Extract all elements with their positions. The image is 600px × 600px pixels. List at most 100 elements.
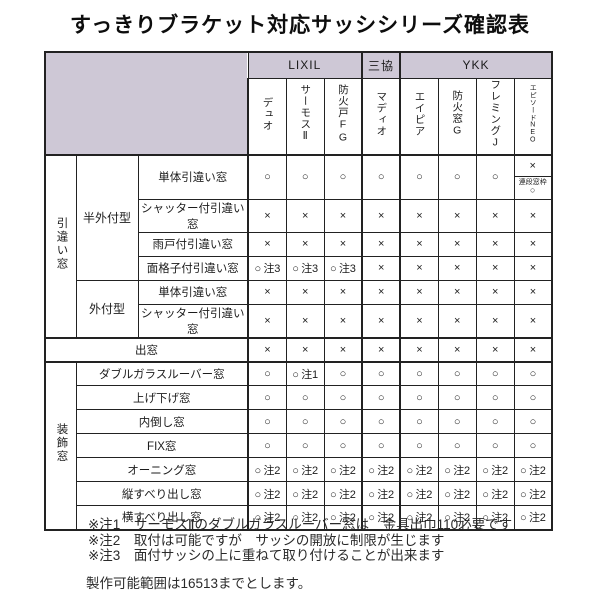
result-cell: × (361, 231, 401, 257)
row-label: オーニング窓 (75, 457, 249, 482)
table-row: 横すべり出し窓 ○ 注2 ○ 注2 ○ 注2 ○ 注2 ○ 注2 ○ 注2 ○ … (45, 505, 553, 530)
result-cell: ○ (247, 154, 287, 200)
result-cell: ○ (361, 360, 401, 386)
result-cell: ○ (361, 385, 401, 410)
series-madio: マディオ (361, 77, 401, 156)
result-cell: × (285, 198, 325, 233)
result-cell: × (361, 279, 401, 305)
result-cell: × (323, 231, 363, 257)
row-label-demado: 出窓 (44, 336, 249, 362)
result-cell: × (513, 255, 553, 281)
result-cell: ○ (399, 154, 439, 200)
result-cell: ○ (513, 385, 553, 410)
row-label: 内倒し窓 (75, 409, 249, 434)
result-cell: ○ 注2 (513, 457, 553, 482)
result-cell: ○ (285, 385, 325, 410)
result-cell: ○ 注2 (475, 505, 515, 530)
result-cell: ○ (399, 409, 439, 434)
series-duo: デュオ (247, 77, 287, 156)
result-cell: ○ 注2 (437, 481, 477, 506)
result-cell: ○ (513, 360, 553, 386)
result-cell: ○ (399, 360, 439, 386)
result-cell: × (323, 198, 363, 233)
result-cell: × (399, 231, 439, 257)
row-label: 単体引違い窓 (137, 154, 249, 200)
table-row: 内倒し窓 ○ ○ ○ ○ ○ ○ ○ ○ (45, 409, 553, 434)
result-cell: ○ (437, 385, 477, 410)
result-cell: ○ (361, 409, 401, 434)
result-cell: ○ (475, 360, 515, 386)
result-cell: × (247, 231, 287, 257)
series-header-row: デュオ サーモスⅡ 防火戸FG マディオ エイピア 防火窓G フレミングJ エピ… (45, 77, 553, 156)
result-cell: ○ 注2 (361, 457, 401, 482)
footnotes: ※注1 サーモスⅡのダブルガラスルーバー窓は 金具出巾110必要です ※注2 取付… (88, 517, 512, 564)
result-cell: ○ 注2 (513, 481, 553, 506)
result-cell: ○ (437, 360, 477, 386)
result-cell: ○ (323, 154, 363, 200)
result-cell: ○ (437, 154, 477, 200)
result-cell: ○ (513, 433, 553, 458)
row-label: FIX窓 (75, 433, 249, 458)
result-cell: × (513, 303, 553, 338)
result-cell: ○ (475, 154, 515, 200)
result-cell: × (513, 198, 553, 233)
subgroup-soto-tsuke: 外付型 (75, 279, 139, 338)
result-cell: × (285, 336, 325, 362)
row-label: 面格子付引違い窓 (137, 255, 249, 281)
result-cell-split: × 連段窓枠 ○ (513, 154, 553, 200)
result-cell: × (285, 231, 325, 257)
result-cell: ○ (361, 433, 401, 458)
result-cell: ○ (323, 409, 363, 434)
row-label: ダブルガラスルーバー窓 (75, 360, 249, 386)
result-cell: ○ (399, 385, 439, 410)
result-cell: ○ 注2 (247, 505, 287, 530)
result-cell: × (247, 336, 287, 362)
result-cell: × (437, 336, 477, 362)
result-cell: × (323, 336, 363, 362)
result-cell: ○ 注2 (323, 481, 363, 506)
result-cell: ○ 注2 (323, 457, 363, 482)
row-group-hikichigai-mado: 引違い窓 (44, 154, 77, 338)
result-cell: ○ (285, 154, 325, 200)
series-boukado-fg: 防火戸FG (323, 77, 363, 156)
page-title: すっきりブラケット対応サッシシリーズ確認表 (69, 14, 531, 37)
result-cell: ○ (399, 433, 439, 458)
result-cell: × (399, 198, 439, 233)
result-cell: × (513, 279, 553, 305)
result-cell: ○ 注2 (399, 457, 439, 482)
result-cell: ○ 注1 (285, 360, 325, 386)
maker-sankyo: 三協 (361, 51, 401, 79)
result-cell: ○ 注2 (285, 481, 325, 506)
result-cell: × (361, 255, 401, 281)
table-row: 上げ下げ窓 ○ ○ ○ ○ ○ ○ ○ ○ (45, 385, 553, 410)
result-cell: ○ (247, 385, 287, 410)
result-cell: ○ 注3 (285, 255, 325, 281)
result-cell: ○ 注2 (437, 457, 477, 482)
result-cell: × (247, 279, 287, 305)
table-row: シャッター付引違い窓 × × × × × × × × (45, 303, 553, 338)
result-cell: × (361, 336, 401, 362)
series-apia: エイピア (399, 77, 439, 156)
result-cell: ○ 注3 (323, 255, 363, 281)
corner-cell (44, 51, 249, 156)
result-cell: × (247, 303, 287, 338)
result-cell: × (399, 336, 439, 362)
result-cell: ○ 注2 (437, 505, 477, 530)
result-cell: × (285, 303, 325, 338)
table-row: FIX窓 ○ ○ ○ ○ ○ ○ ○ ○ (45, 433, 553, 458)
result-cell: × (437, 231, 477, 257)
maker-lixil: LIXIL (247, 51, 363, 79)
table-row: 出窓 × × × × × × × × (44, 336, 553, 362)
result-cell: ○ 注3 (247, 255, 287, 281)
result-cell: ○ (247, 409, 287, 434)
result-cell: × (437, 303, 477, 338)
series-episode-neo: エピソードNEO (513, 77, 553, 156)
maker-ykk: YKK (399, 51, 553, 79)
result-cell: ○ (285, 433, 325, 458)
result-cell: × (399, 279, 439, 305)
result-cell: ○ 注2 (361, 481, 401, 506)
table-row: シャッター付引違い窓 × × × × × × × × (45, 198, 553, 233)
result-cell: ○ (323, 385, 363, 410)
result-cell: ○ (361, 154, 401, 200)
table-row: 縦すべり出し窓 ○ 注2 ○ 注2 ○ 注2 ○ 注2 ○ 注2 ○ 注2 ○ … (45, 481, 553, 506)
